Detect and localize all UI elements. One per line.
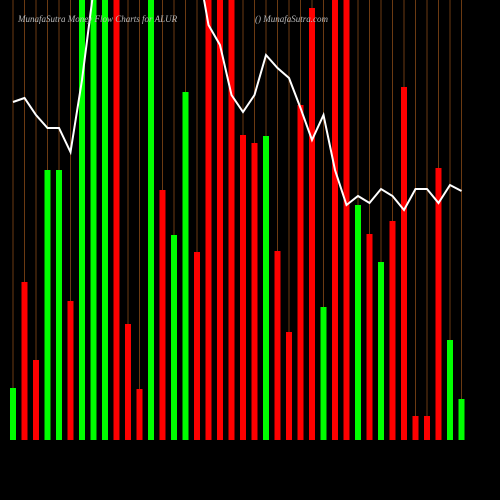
bar <box>412 416 419 440</box>
bar <box>240 135 246 440</box>
bar <box>378 262 384 440</box>
bar <box>113 0 120 440</box>
bar <box>435 168 442 440</box>
bar <box>297 105 304 440</box>
bar <box>424 416 430 440</box>
bar <box>125 324 131 440</box>
bar <box>159 190 166 440</box>
bar <box>458 399 465 440</box>
bar <box>136 389 143 440</box>
chart-subtitle: () MunafaSutra.com <box>255 14 328 24</box>
bar <box>102 0 108 440</box>
bar <box>251 143 258 440</box>
bar <box>263 136 269 440</box>
bar <box>309 8 315 440</box>
bar <box>205 0 212 440</box>
bar <box>228 0 235 440</box>
bar <box>343 0 350 440</box>
bar <box>90 0 97 440</box>
bars <box>10 0 465 440</box>
bar <box>21 282 28 440</box>
bar <box>79 0 85 440</box>
bar <box>447 340 453 440</box>
bar <box>286 332 292 440</box>
bar <box>171 235 177 440</box>
bar <box>44 170 51 440</box>
bar <box>401 87 407 440</box>
line-layer <box>12 0 462 212</box>
bar <box>389 221 396 440</box>
bar <box>67 301 74 440</box>
bar <box>10 388 16 440</box>
bar <box>56 170 62 440</box>
chart-title: MunafaSutra Money Flow Charts for ALUR <box>17 14 178 24</box>
bar <box>194 252 200 440</box>
bar <box>182 92 189 440</box>
money-flow-line <box>12 0 462 212</box>
bar <box>320 307 327 440</box>
bar <box>355 205 361 440</box>
bar <box>274 251 281 440</box>
bar <box>366 234 373 440</box>
bar <box>148 0 154 440</box>
bar <box>332 0 338 440</box>
bar <box>217 0 223 440</box>
bar <box>33 360 39 440</box>
